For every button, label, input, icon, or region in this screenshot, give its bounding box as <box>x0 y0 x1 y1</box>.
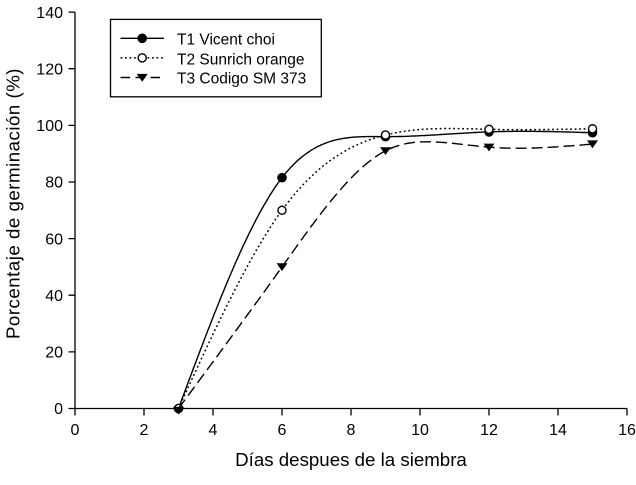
svg-text:140: 140 <box>36 5 63 22</box>
svg-text:0: 0 <box>71 422 80 439</box>
svg-text:12: 12 <box>480 422 498 439</box>
svg-text:0: 0 <box>54 401 63 418</box>
svg-text:2: 2 <box>140 422 149 439</box>
svg-text:8: 8 <box>347 422 356 439</box>
svg-text:14: 14 <box>549 422 567 439</box>
svg-text:20: 20 <box>45 345 63 362</box>
svg-text:120: 120 <box>36 61 63 78</box>
svg-text:T3 Codigo SM 373: T3 Codigo SM 373 <box>177 71 306 88</box>
svg-text:16: 16 <box>618 422 636 439</box>
svg-text:4: 4 <box>209 422 218 439</box>
svg-text:T2 Sunrich orange: T2 Sunrich orange <box>177 51 305 68</box>
svg-text:100: 100 <box>36 118 63 135</box>
svg-text:T1 Vicent choi: T1 Vicent choi <box>177 31 275 48</box>
svg-text:6: 6 <box>278 422 287 439</box>
svg-text:60: 60 <box>45 231 63 248</box>
svg-text:40: 40 <box>45 288 63 305</box>
svg-text:80: 80 <box>45 175 63 192</box>
svg-text:Porcentaje de germinación (%): Porcentaje de germinación (%) <box>3 68 24 339</box>
svg-text:10: 10 <box>411 422 429 439</box>
svg-text:Días despues de la siembra: Días despues de la siembra <box>235 449 467 470</box>
